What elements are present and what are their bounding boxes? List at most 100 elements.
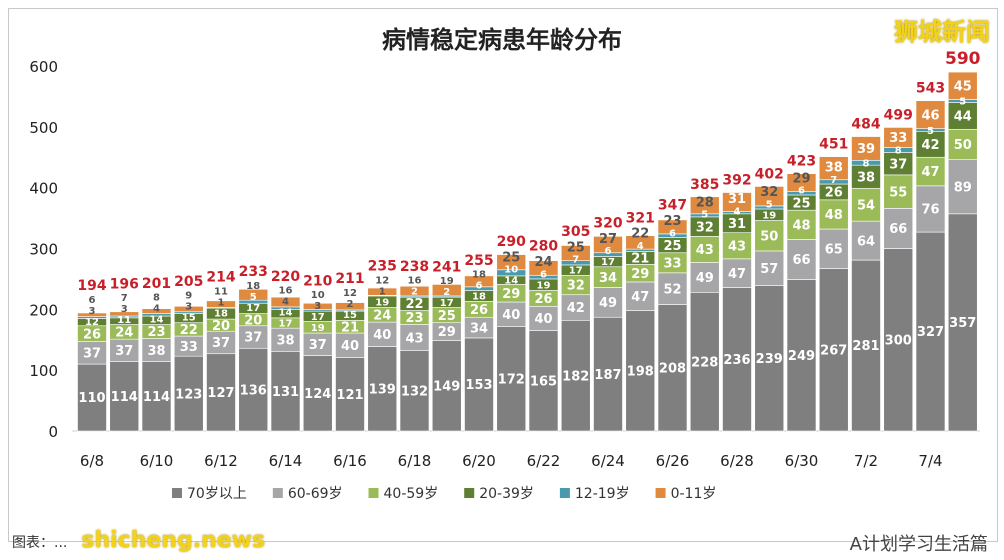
data-label: 29 <box>792 171 810 186</box>
total-label: 402 <box>755 166 784 182</box>
data-label: 22 <box>405 297 423 312</box>
data-label: 19 <box>311 323 325 334</box>
data-label: 29 <box>438 325 456 340</box>
bar-segment <box>206 353 236 432</box>
data-label: 32 <box>760 185 778 200</box>
bar-segment <box>915 131 946 158</box>
data-label: 6 <box>798 186 805 197</box>
total-label: 499 <box>884 107 913 123</box>
bar-segment <box>109 361 140 432</box>
data-label: 21 <box>631 252 649 267</box>
legend-swatch <box>655 488 666 498</box>
data-label: 5 <box>701 210 708 221</box>
total-label: 392 <box>722 173 751 189</box>
data-label: 26 <box>83 327 101 342</box>
data-label: 34 <box>599 271 617 286</box>
data-label: 165 <box>530 374 557 389</box>
data-label: 38 <box>825 161 843 176</box>
data-label: 20 <box>212 319 230 334</box>
bar-segment <box>754 250 785 286</box>
bar-segment <box>560 319 591 432</box>
data-label: 19 <box>762 210 776 221</box>
total-label: 194 <box>77 278 106 294</box>
data-label: 6 <box>669 228 676 239</box>
x-tick-label: 6/18 <box>398 452 432 470</box>
data-label: 26 <box>470 303 488 318</box>
data-label: 20 <box>244 313 262 328</box>
data-label: 208 <box>659 361 686 376</box>
bar-segment <box>431 284 462 297</box>
data-label: 48 <box>825 208 843 223</box>
bar-segment <box>947 71 978 100</box>
bar-segment <box>851 259 881 432</box>
data-label: 43 <box>405 331 423 346</box>
data-label: 17 <box>246 303 260 314</box>
data-label: 236 <box>723 353 750 368</box>
data-label: 19 <box>537 280 551 291</box>
legend-label: 12-19岁 <box>575 486 630 502</box>
data-label: 40 <box>373 328 391 343</box>
data-label: 48 <box>792 218 810 233</box>
bar-segment <box>722 232 752 260</box>
bar-segment <box>496 301 527 327</box>
bar-segment <box>399 350 430 432</box>
bar-segment <box>657 219 688 235</box>
data-label: 10 <box>311 290 325 301</box>
bar-segment <box>464 275 494 288</box>
data-label: 3 <box>121 304 128 315</box>
bar-segment <box>173 305 204 313</box>
bar-segment <box>270 296 301 308</box>
data-label: 37 <box>889 157 907 172</box>
total-label: 423 <box>787 154 816 170</box>
data-label: 23 <box>663 214 681 229</box>
data-label: 23 <box>405 311 423 326</box>
data-label: 42 <box>567 301 585 316</box>
bar-segment <box>625 235 656 250</box>
data-label: 32 <box>696 220 714 235</box>
watermark-logo: 狮城新闻 <box>894 18 990 46</box>
data-label: 6 <box>89 295 96 306</box>
data-label: 47 <box>728 267 746 282</box>
bar-segment <box>818 156 849 181</box>
data-label: 121 <box>336 388 363 403</box>
data-label: 4 <box>282 297 289 308</box>
bar-segment <box>593 316 623 432</box>
legend-label: 60-69岁 <box>288 486 343 502</box>
bar-segment <box>883 248 914 432</box>
data-label: 27 <box>599 232 617 247</box>
data-label: 182 <box>562 369 589 384</box>
data-label: 6 <box>540 269 547 280</box>
bar-segment <box>528 260 559 276</box>
data-label: 1 <box>379 286 386 297</box>
data-label: 16 <box>408 276 422 287</box>
data-label: 26 <box>825 186 843 201</box>
total-label: 196 <box>110 276 139 292</box>
data-label: 50 <box>954 138 972 153</box>
data-label: 14 <box>504 276 518 287</box>
data-label: 37 <box>212 336 230 351</box>
bar-segment <box>947 102 978 130</box>
total-label: 214 <box>206 270 235 286</box>
bar-segment <box>915 156 946 187</box>
chart-title: 病情稳定病患年龄分布 <box>382 26 622 54</box>
legend-swatch <box>368 488 379 498</box>
bar-segment <box>173 355 204 432</box>
total-label: 347 <box>658 198 687 214</box>
data-label: 17 <box>311 312 325 323</box>
data-label: 10 <box>504 265 518 276</box>
data-label: 24 <box>115 326 133 341</box>
data-label: 11 <box>117 315 131 326</box>
bar-segment <box>528 305 559 331</box>
data-label: 33 <box>663 256 681 271</box>
data-label: 38 <box>276 333 294 348</box>
data-label: 28 <box>696 195 714 210</box>
bar-segment <box>593 287 623 318</box>
total-label: 590 <box>945 49 981 69</box>
x-tick-label: 6/8 <box>80 452 104 470</box>
x-tick-label: 6/14 <box>269 452 303 470</box>
data-label: 132 <box>401 385 428 400</box>
data-label: 24 <box>373 308 391 323</box>
bar-segment <box>754 220 785 252</box>
data-label: 281 <box>852 339 879 354</box>
